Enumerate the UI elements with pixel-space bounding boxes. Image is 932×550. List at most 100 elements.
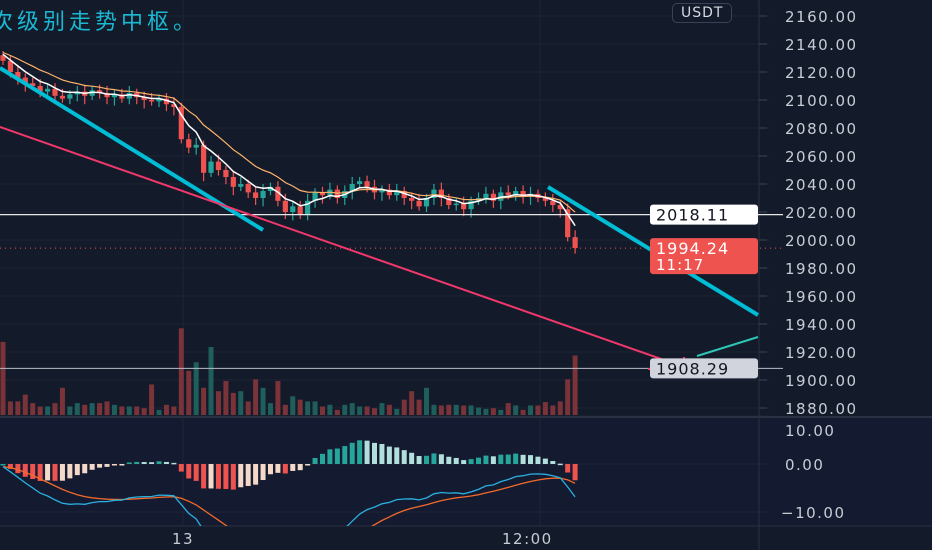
volume-bar xyxy=(431,404,437,415)
volume-bar xyxy=(104,401,110,415)
macd-histogram-bar xyxy=(319,453,325,464)
volume-bar xyxy=(379,403,385,415)
moving-average-fast xyxy=(2,53,576,227)
macd-histogram-bar xyxy=(156,461,162,464)
candle-body xyxy=(542,198,548,201)
macd-axis-label: 10.00 xyxy=(785,422,835,440)
volume-bar xyxy=(513,405,519,415)
price-axis-label: 1900.00 xyxy=(785,372,858,390)
candle-body xyxy=(423,198,430,207)
candle-body xyxy=(520,191,526,197)
volume-bar xyxy=(483,408,489,415)
candle-body xyxy=(513,191,519,196)
volume-bar xyxy=(201,387,207,415)
macd-histogram-bar xyxy=(260,464,266,481)
candle-body xyxy=(238,184,244,187)
countdown-label: 11:17 xyxy=(656,256,704,274)
macd-histogram-bar xyxy=(74,464,80,476)
macd-histogram-bar xyxy=(453,457,459,464)
candle-body xyxy=(409,198,415,201)
volume-bar xyxy=(357,406,363,415)
candle-body xyxy=(357,181,363,184)
candle-body xyxy=(505,192,511,196)
volume-bar xyxy=(7,401,13,415)
candle-body xyxy=(52,88,58,96)
candle-body xyxy=(74,91,80,95)
volume-bar xyxy=(349,403,355,415)
macd-histogram-bar xyxy=(97,464,103,468)
macd-histogram-bar xyxy=(253,464,259,485)
price-axis-label: 2020.00 xyxy=(785,204,858,222)
candle-body xyxy=(193,144,199,148)
volume-bar xyxy=(208,347,214,415)
macd-histogram-bar xyxy=(513,453,519,464)
macd-histogram-bar xyxy=(498,454,504,464)
macd-histogram-bar xyxy=(334,448,340,464)
macd-histogram-bar xyxy=(349,442,355,464)
candle-body xyxy=(275,186,281,201)
volume-bar xyxy=(542,402,548,415)
macd-histogram-bar xyxy=(37,464,43,481)
volume-bar xyxy=(520,409,526,415)
macd-histogram-bar xyxy=(282,464,288,474)
volume-bar xyxy=(312,401,318,415)
volume-bar xyxy=(134,406,140,415)
volume-bar xyxy=(282,404,288,415)
macd-histogram-bar xyxy=(461,460,467,464)
macd-histogram-bar xyxy=(483,455,489,464)
chart-annotation-text: 次级别走势中枢。 xyxy=(0,10,200,35)
volume-bar xyxy=(67,406,73,415)
candle-body xyxy=(550,200,556,205)
volume-bar xyxy=(275,381,281,415)
volume-bar xyxy=(386,404,392,415)
macd-histogram-bar xyxy=(30,464,36,480)
price-tag-2018: 2018.11 xyxy=(656,206,729,225)
candle-body xyxy=(37,86,43,92)
candle-body xyxy=(96,90,103,93)
volume-bar xyxy=(260,387,266,415)
volume-bar xyxy=(327,404,333,415)
volume-bar xyxy=(37,406,43,415)
candle-body xyxy=(364,181,370,187)
candle-body xyxy=(416,200,422,207)
macd-histogram-bar xyxy=(149,462,155,464)
price-axis-label: 1980.00 xyxy=(785,260,858,278)
macd-histogram-bar xyxy=(201,464,207,489)
volume-bar xyxy=(476,407,482,415)
macd-histogram-bar xyxy=(178,464,184,472)
price-axis-label: 2120.00 xyxy=(785,64,858,82)
price-axis-label: 2040.00 xyxy=(785,176,858,194)
macd-histogram-bar xyxy=(386,446,392,464)
macd-histogram-bar xyxy=(275,464,281,473)
candle-body xyxy=(126,93,132,99)
candle-body xyxy=(230,177,236,187)
candle-body xyxy=(565,209,571,238)
macd-signal-line xyxy=(2,466,576,526)
macd-histogram-bar xyxy=(290,464,296,471)
volume-bar xyxy=(178,328,184,415)
volume-bar xyxy=(74,403,80,415)
candle-body xyxy=(141,97,147,100)
volume-bar xyxy=(238,391,244,415)
price-axis-label: 2100.00 xyxy=(785,92,858,110)
macd-histogram-bar xyxy=(297,464,303,471)
macd-histogram-bar xyxy=(520,454,526,464)
candle-body xyxy=(44,88,51,92)
candle-body xyxy=(260,191,266,198)
time-axis-label-13: 13 xyxy=(172,530,194,548)
candle-body xyxy=(171,104,177,107)
volume-bar xyxy=(550,405,556,415)
candle-body xyxy=(201,144,207,173)
volume-bar xyxy=(186,370,192,415)
volume-bar xyxy=(394,408,400,415)
macd-histogram-bar xyxy=(223,464,229,489)
macd-histogram-bar xyxy=(208,464,214,489)
candle-body xyxy=(267,186,274,191)
volume-bar xyxy=(438,405,444,415)
macd-histogram-bar xyxy=(312,457,318,464)
volume-bar xyxy=(22,394,28,415)
macd-histogram-bar xyxy=(82,464,88,474)
currency-badge[interactable]: USDT xyxy=(672,3,733,23)
